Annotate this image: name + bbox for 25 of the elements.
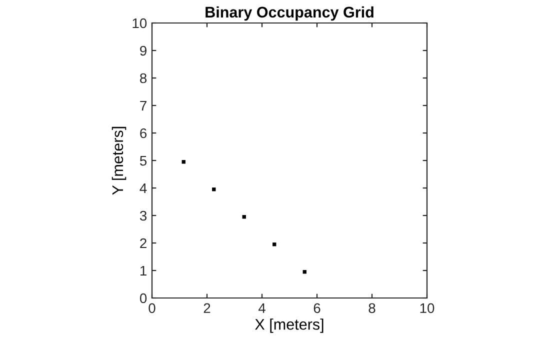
x-tick-label: 4	[258, 303, 266, 313]
x-tick-label: 10	[420, 303, 434, 314]
y-tick-label: 9	[140, 46, 146, 56]
y-tick-label: 8	[140, 73, 147, 84]
y-axis-title: Y [meters]	[112, 126, 126, 195]
y-tick-label: 0	[140, 293, 147, 304]
y-tick-label: 3	[140, 210, 147, 221]
y-tick-label: 4	[140, 183, 147, 194]
x-tick-label: 6	[314, 303, 320, 314]
point	[302, 270, 306, 274]
x-axis-title: X [meters]	[255, 318, 324, 333]
point	[242, 215, 246, 219]
y-tick-label: 6	[140, 128, 147, 138]
y-tick-label: 10	[132, 18, 147, 28]
point	[272, 242, 276, 246]
y-tick-label: 2	[140, 238, 146, 248]
y-tick-label: 5	[140, 156, 147, 166]
y-tick-label: 7	[140, 100, 146, 111]
x-tick-label: 2	[204, 303, 210, 313]
point	[212, 188, 216, 192]
y-tick-label: 1	[140, 266, 146, 276]
chart-title: Binary Occupancy Grid	[206, 6, 374, 21]
point	[182, 160, 186, 164]
x-tick-label: 8	[368, 303, 376, 314]
x-tick-label: 0	[148, 303, 156, 314]
